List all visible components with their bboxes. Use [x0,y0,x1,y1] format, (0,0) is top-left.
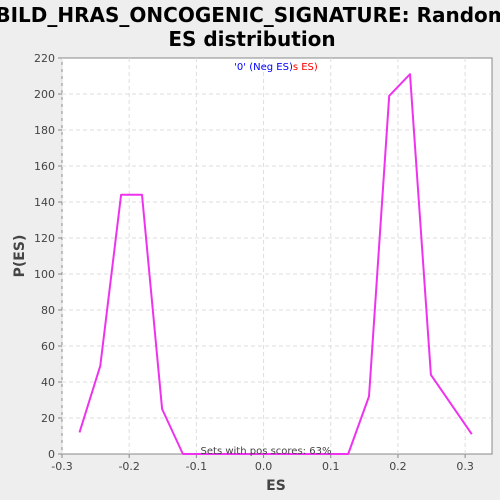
series-line [78,73,473,455]
y-tick-label: 100 [34,268,55,281]
plot-area [61,57,493,455]
x-tick-label: -0.3 [51,460,72,473]
chart-title-line-2: ES distribution [168,27,335,51]
y-tick-label: 220 [34,52,55,65]
series-group [78,73,473,455]
x-tick-label: 0.3 [456,460,474,473]
x-tick-label: 0.1 [322,460,340,473]
y-tick-label: 180 [34,124,55,137]
x-tick-label: 0.0 [255,460,273,473]
y-axis-label: P(ES) [12,235,28,278]
y-tick-label: 0 [48,448,55,461]
legend: '0' (Neg ES)s ES) [234,62,318,73]
y-tick-label: 120 [34,232,55,245]
y-tick-label: 80 [41,304,55,317]
x-tick-label: -0.1 [186,460,207,473]
axis-ticks: -0.3 -0.2 -0.1 0.0 0.1 0.2 0.3 0 20 40 60 80 100 120 1… [34,52,474,473]
chart-title-line-1: BILD_HRAS_ONCOGENIC_SIGNATURE: Random [0,3,500,27]
x-axis-label: ES [266,478,286,494]
pos-scores-annotation: Sets with pos scores: 63% [201,446,332,457]
y-tick-label: 20 [41,412,55,425]
y-tick-label: 200 [34,88,55,101]
legend-entry-neg: '0' (Neg ES) [234,62,293,73]
y-tick-label: 140 [34,196,55,209]
y-tick-label: 40 [41,376,55,389]
x-tick-label: 0.2 [389,460,407,473]
y-tick-label: 160 [34,160,55,173]
y-tick-label: 60 [41,340,55,353]
x-tick-label: -0.2 [118,460,139,473]
grid [61,58,492,454]
legend-entry-pos: s ES) [293,62,318,73]
